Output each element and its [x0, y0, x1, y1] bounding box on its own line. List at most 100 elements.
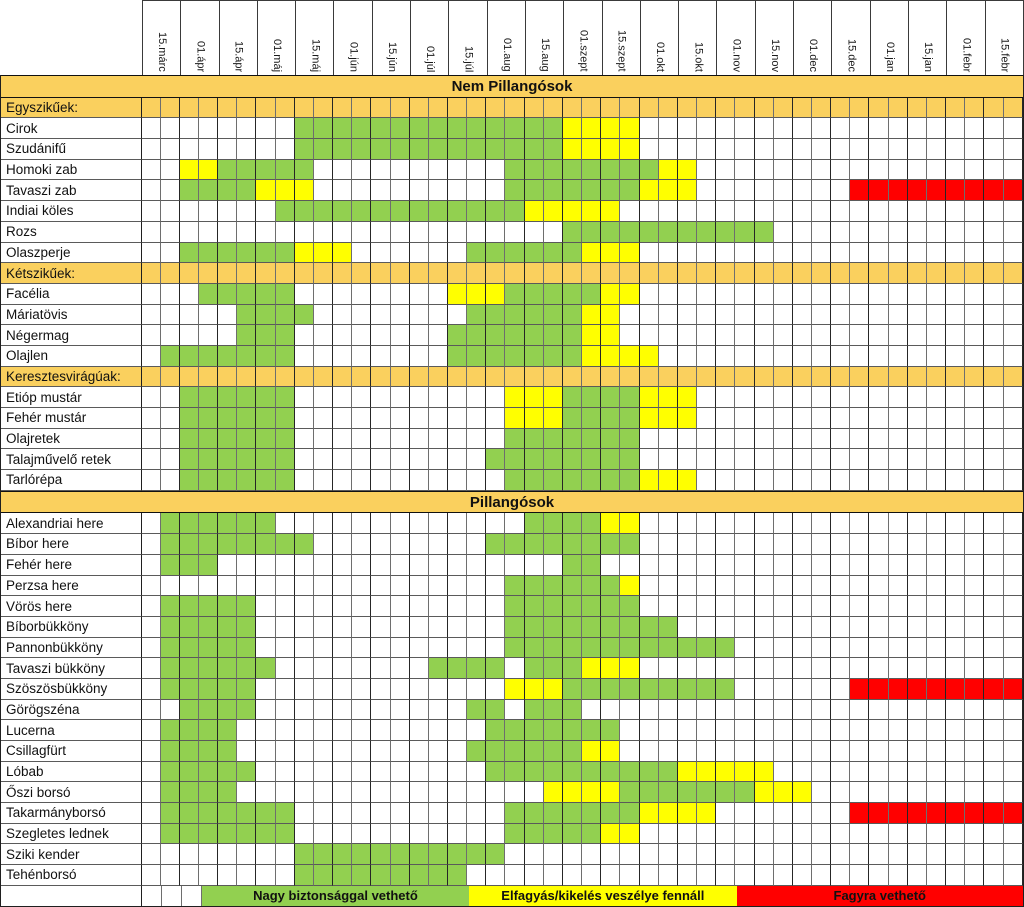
grid-cell — [371, 97, 391, 119]
grid-cell — [582, 678, 602, 700]
column-header-label: 15.jún — [385, 42, 398, 72]
grid-cell — [486, 263, 506, 284]
grid-cell — [926, 699, 947, 721]
grid-cell — [543, 387, 563, 408]
grid-cell — [658, 159, 678, 181]
grid-cell — [639, 221, 659, 243]
grid-cell — [601, 180, 621, 202]
grid-cell — [294, 387, 314, 408]
table-row: Homoki zab — [1, 159, 1023, 181]
grid-cell — [448, 345, 468, 367]
grid-cell — [831, 139, 851, 160]
row-label: Tavaszi bükköny — [1, 658, 142, 679]
grid-cell — [160, 428, 180, 450]
grid-cell — [716, 366, 736, 388]
grid-cell — [773, 761, 793, 783]
grid-cell — [543, 803, 563, 824]
grid-cell — [697, 118, 717, 140]
grid-cell — [333, 345, 353, 367]
row-cells — [141, 782, 1024, 804]
grid-cell — [409, 844, 429, 866]
grid-cell — [256, 263, 276, 284]
grid-cell — [716, 596, 736, 617]
grid-cell — [658, 865, 678, 886]
grid-cell — [831, 720, 851, 741]
grid-cell — [754, 304, 774, 326]
grid-cell — [831, 534, 851, 555]
grid-cell — [677, 118, 698, 140]
grid-cell — [907, 823, 927, 845]
grid-cell — [754, 637, 774, 659]
row-cells — [141, 678, 1024, 700]
grid-cell — [754, 803, 774, 824]
grid-cell — [543, 761, 563, 783]
grid-cell — [984, 575, 1004, 597]
grid-cell — [371, 283, 391, 305]
grid-cell — [735, 865, 755, 886]
grid-cell — [658, 575, 678, 597]
grid-cell — [754, 180, 774, 202]
grid-cell — [256, 159, 276, 181]
grid-cell — [984, 470, 1004, 491]
grid-cell — [697, 637, 717, 659]
grid-cell — [313, 534, 334, 555]
grid-cell — [486, 180, 506, 202]
grid-cell — [198, 823, 219, 845]
grid-cell — [926, 534, 947, 555]
grid-cell — [448, 637, 468, 659]
grid-cell — [179, 408, 199, 429]
grid-cell — [582, 575, 602, 597]
grid-cell — [716, 513, 736, 535]
grid-cell — [352, 534, 372, 555]
grid-cell — [639, 408, 659, 429]
grid-cell — [888, 554, 908, 576]
grid-cell — [160, 637, 180, 659]
grid-cell — [352, 658, 372, 679]
grid-cell — [505, 242, 525, 264]
grid-cell — [658, 366, 678, 388]
grid-cell — [237, 823, 257, 845]
grid-cell — [716, 658, 736, 679]
grid-cell — [371, 596, 391, 617]
grid-cell — [907, 201, 927, 222]
grid-cell — [831, 118, 851, 140]
grid-cell — [198, 97, 219, 119]
grid-cell — [716, 180, 736, 202]
grid-cell — [275, 844, 295, 866]
row-cells — [141, 554, 1024, 576]
grid-cell — [409, 428, 429, 450]
grid-cell — [218, 678, 238, 700]
grid-cell — [1003, 596, 1023, 617]
grid-cell — [562, 201, 583, 222]
grid-cell — [831, 844, 851, 866]
grid-cell — [754, 470, 774, 491]
grid-cell — [428, 761, 448, 783]
grid-cell — [716, 221, 736, 243]
grid-cell — [677, 345, 698, 367]
grid-cell — [754, 345, 774, 367]
grid-cell — [984, 513, 1004, 535]
grid-cell — [390, 678, 410, 700]
grid-cell — [486, 678, 506, 700]
grid-cell — [390, 283, 410, 305]
grid-cell — [467, 221, 487, 243]
grid-cell — [773, 366, 793, 388]
grid-cell — [313, 159, 334, 181]
grid-cell — [198, 366, 219, 388]
grid-cell — [697, 366, 717, 388]
grid-cell — [946, 534, 966, 555]
grid-cell — [601, 865, 621, 886]
table-row: Máriatövis — [1, 304, 1023, 326]
grid-cell — [179, 741, 199, 762]
grid-cell — [677, 387, 698, 408]
legend-item-y: Elfagyás/kikelés veszélye fennáll — [469, 886, 737, 906]
grid-cell — [543, 575, 563, 597]
band-title: Nem Pillangósok — [451, 77, 573, 95]
grid-cell — [811, 408, 832, 429]
grid-cell — [965, 658, 985, 679]
grid-cell — [371, 534, 391, 555]
grid-cell — [294, 283, 314, 305]
grid-cell — [333, 118, 353, 140]
grid-cell — [467, 658, 487, 679]
grid-cell — [582, 761, 602, 783]
